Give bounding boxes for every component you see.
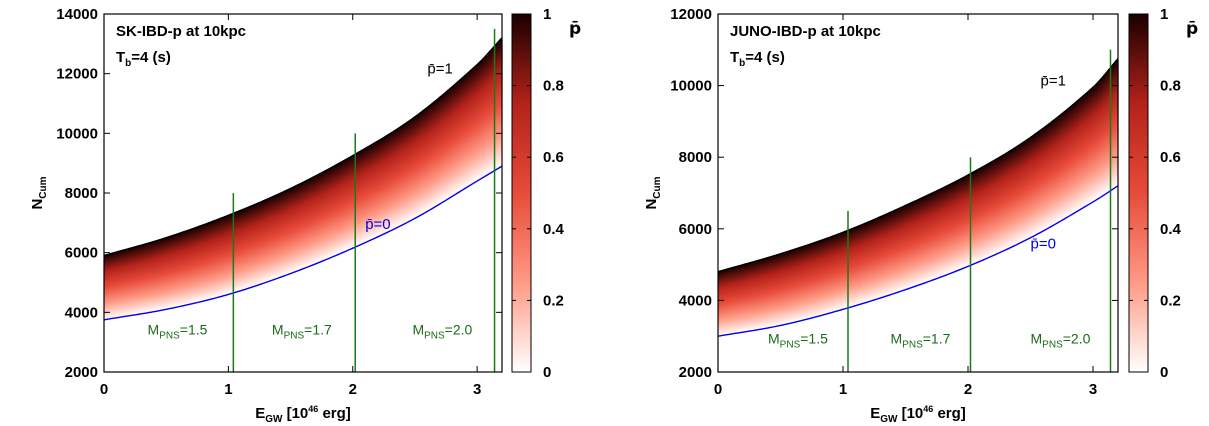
mpns-label-0: MPNS=1.5 xyxy=(768,330,828,350)
colorbar-tick-label: 0.6 xyxy=(543,149,564,166)
y-tick-label: 6000 xyxy=(679,221,712,238)
mpns-label-0: MPNS=1.5 xyxy=(148,322,208,342)
y-tick-label: 12000 xyxy=(670,6,712,23)
y-tick-label: 10000 xyxy=(56,125,98,142)
x-tick-label: 2 xyxy=(349,381,357,398)
mpns-label-1: MPNS=1.7 xyxy=(891,330,951,350)
y-tick-label: 2000 xyxy=(679,364,712,381)
chart-title: JUNO-IBD-p at 10kpc xyxy=(730,23,881,40)
x-tick-label: 3 xyxy=(1089,381,1097,398)
x-tick-label: 0 xyxy=(100,381,108,398)
y-tick-label: 12000 xyxy=(56,66,98,83)
plot-frame xyxy=(717,13,1119,373)
x-tick-label: 1 xyxy=(224,381,232,398)
colorbar-tick-label: 0.2 xyxy=(1160,292,1181,309)
chart-subtitle: Tb=4 (s) xyxy=(730,49,785,69)
colorbar-tick-label: 0.2 xyxy=(543,292,564,309)
chart-panel-juno: MPNS=1.5 MPNS=1.7 MPNS=2.0 p̄=1 p̄=0 2000 4000… xyxy=(643,6,1198,425)
colorbar-tick-label: 0 xyxy=(1160,364,1168,381)
colorbar-title: p̄ xyxy=(1186,19,1198,39)
label-pbar-0: p̄=0 xyxy=(365,216,390,233)
colorbar: 0 0.2 0.4 0.6 0.8 1 p̄ xyxy=(511,6,581,381)
y-axis-label: NCum xyxy=(643,176,663,209)
mpns-label-2: MPNS=2.0 xyxy=(1031,330,1091,350)
x-tick-label: 0 xyxy=(714,381,722,398)
colorbar-tick-label: 0.4 xyxy=(1160,221,1182,238)
x-tick-label: 1 xyxy=(839,381,847,398)
colorbar-tick-label: 0.4 xyxy=(543,221,565,238)
y-tick-label: 6000 xyxy=(65,245,98,262)
y-tick-label: 10000 xyxy=(670,78,712,95)
upper-curve xyxy=(717,58,1119,273)
probability-band xyxy=(104,39,503,320)
probability-band xyxy=(718,60,1119,336)
lower-curve xyxy=(103,165,503,321)
chart-subtitle: Tb=4 (s) xyxy=(116,49,171,69)
colorbar-tick-label: 0.6 xyxy=(1160,149,1181,166)
y-tick-label: 14000 xyxy=(56,6,98,23)
chart-title: SK-IBD-p at 10kpc xyxy=(116,23,246,40)
colorbar-tick-label: 1 xyxy=(1160,6,1168,23)
colorbar-tick-label: 0.8 xyxy=(543,78,564,95)
y-tick-label: 4000 xyxy=(65,304,98,321)
y-axis-label: NCum xyxy=(29,176,49,209)
x-tick-label: 2 xyxy=(964,381,972,398)
mpns-label-2: MPNS=2.0 xyxy=(412,322,472,342)
y-tick-label: 8000 xyxy=(65,185,98,202)
upper-curve xyxy=(103,37,503,257)
y-tick-label: 4000 xyxy=(679,292,712,309)
y-tick-label: 2000 xyxy=(65,364,98,381)
label-pbar-0: p̄=0 xyxy=(1031,235,1056,252)
lower-curve xyxy=(717,185,1119,337)
colorbar-tick-label: 1 xyxy=(543,6,551,23)
x-tick-label: 3 xyxy=(473,381,481,398)
colorbar-tick-label: 0 xyxy=(543,364,551,381)
x-axis-label: EGW [1046 erg] xyxy=(255,404,351,425)
mpns-label-1: MPNS=1.7 xyxy=(272,322,332,342)
colorbar: 0 0.2 0.4 0.6 0.8 1 p̄ xyxy=(1128,6,1198,381)
chart-panel-sk: MPNS=1.5 MPNS=1.7 MPNS=2.0 p̄=1 p̄=0 2000 4000… xyxy=(29,6,581,425)
colorbar-tick-label: 0.8 xyxy=(1160,78,1181,95)
label-pbar-1: p̄=1 xyxy=(427,61,452,78)
label-pbar-1: p̄=1 xyxy=(1041,73,1066,90)
x-axis-label: EGW [1046 erg] xyxy=(870,404,966,425)
colorbar-title: p̄ xyxy=(569,19,581,39)
y-tick-label: 8000 xyxy=(679,149,712,166)
